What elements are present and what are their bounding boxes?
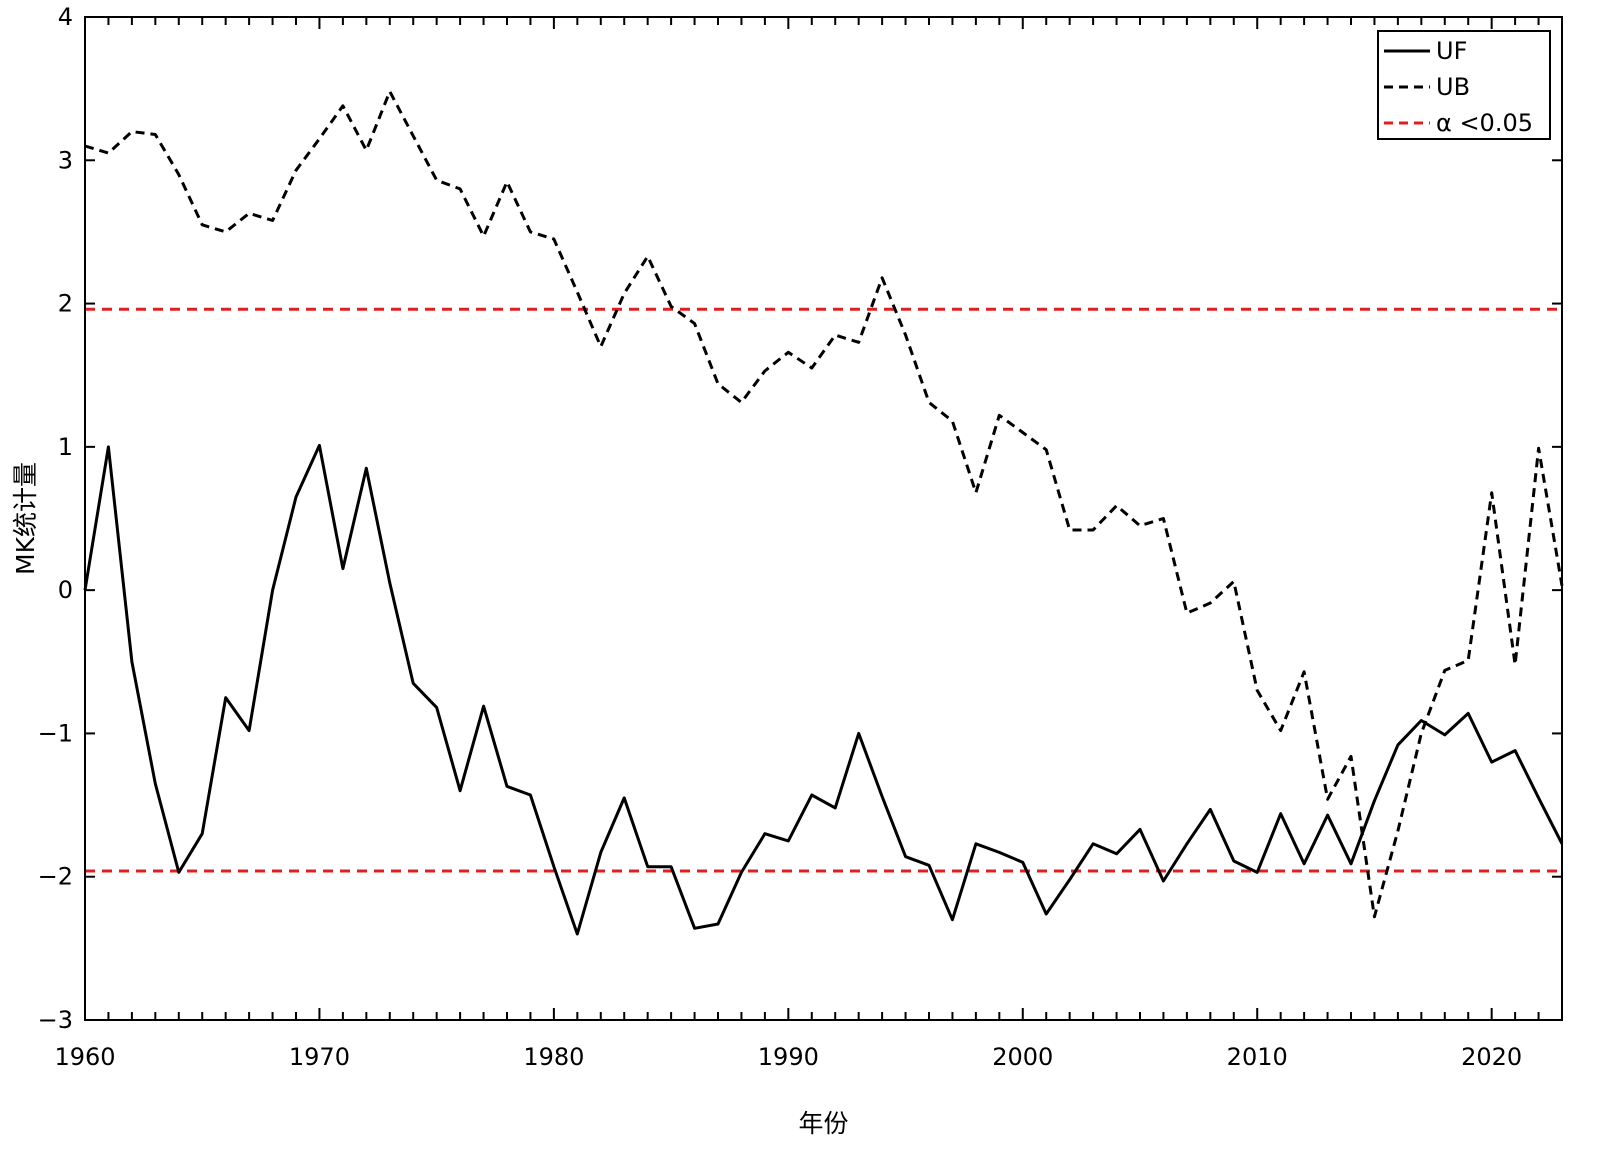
y-tick-label: 0 [58,576,73,604]
series-lines [83,90,1564,936]
y-tick-label: 2 [58,290,73,318]
legend-label: UF [1436,37,1467,65]
series-line-ub [84,90,1564,919]
x-tick-label: 1980 [523,1043,584,1071]
legend: UF UB α <0.05 [1377,30,1551,140]
legend-label: UB [1436,73,1470,101]
y-tick-label: −2 [38,863,73,891]
x-tick-label: 1960 [54,1043,115,1071]
y-tick-label: −1 [38,719,73,747]
y-tick-label: 1 [58,433,73,461]
y-tick-label: 4 [58,3,73,31]
legend-box [1377,30,1551,140]
x-tick-label: 1990 [758,1043,819,1071]
y-tick-label: −3 [38,1006,73,1034]
y-axis-title: MK统计量 [11,462,40,575]
x-tick-label: 1970 [289,1043,350,1071]
plot-frame [84,16,1563,1021]
series-line-uf [83,443,1564,936]
threshold-lines [85,307,1562,873]
x-tick-label: 2010 [1227,1043,1288,1071]
x-tick-label: 2020 [1461,1043,1522,1071]
x-axis-title: 年份 [798,1109,848,1138]
y-tick-label: 3 [58,146,73,174]
x-tick-label: 2000 [992,1043,1053,1071]
axis-ticks: −3 −2 −1 0 1 2 3 4 1960 1970 1980 1990 2000 2010 2020 [38,3,1563,1071]
legend-label: α <0.05 [1436,109,1533,137]
